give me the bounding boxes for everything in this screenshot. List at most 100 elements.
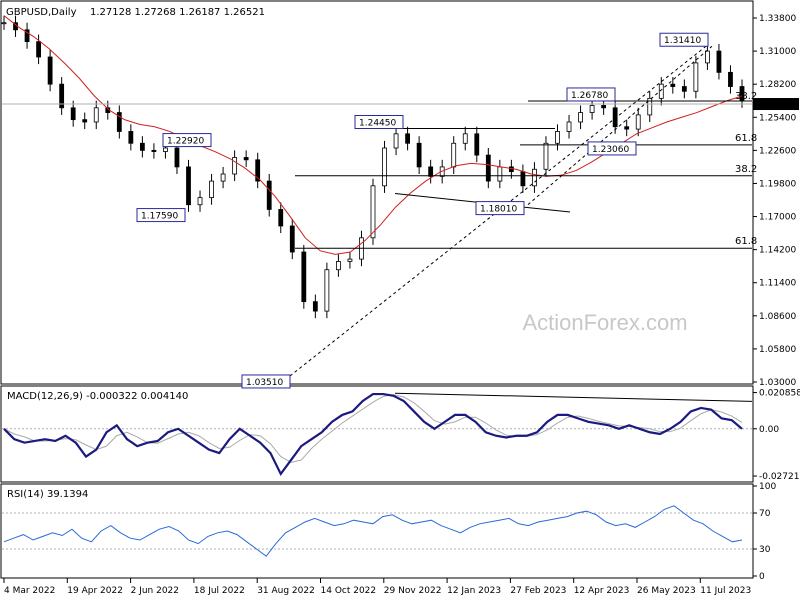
candle-body xyxy=(93,107,99,123)
level-label-box xyxy=(136,208,186,223)
candle-body xyxy=(301,251,307,303)
candle-body xyxy=(232,157,238,175)
price-axis-label: 1.17000 xyxy=(759,213,796,223)
candle-body xyxy=(47,56,53,85)
candle-body xyxy=(266,180,272,210)
candle-body xyxy=(1,22,7,25)
price-axis-label: 1.22600 xyxy=(759,146,796,156)
candle-body xyxy=(243,157,249,161)
watermark: ActionForex.com xyxy=(522,310,687,335)
last-price-tag xyxy=(753,98,799,111)
candle-body xyxy=(578,112,583,123)
rsi-axis-label: 70 xyxy=(759,509,771,519)
macd-layer xyxy=(2,392,753,477)
candle-body xyxy=(255,159,261,182)
rsi-line xyxy=(3,505,743,557)
candle-body xyxy=(589,105,595,113)
time-axis-label: 4 Mar 2022 xyxy=(4,586,55,596)
candle-body xyxy=(139,142,145,151)
level-label-text: 1.18010 xyxy=(480,205,517,215)
price-axis-label: 1.14200 xyxy=(759,246,796,256)
candle-body xyxy=(658,83,664,99)
price-axis-label: 1.19800 xyxy=(759,179,796,189)
rsi-panel xyxy=(0,483,754,579)
time-axis-label: 14 Oct 2022 xyxy=(321,586,377,596)
candle-body xyxy=(693,62,699,92)
candle-body xyxy=(324,269,330,312)
level-label-box xyxy=(587,141,637,156)
level-label-box xyxy=(566,87,616,102)
candle-body xyxy=(520,171,526,187)
rsi-title: RSI(14) 39.1394 xyxy=(7,489,88,500)
time-axis-label: 12 Apr 2023 xyxy=(574,586,630,596)
macd-axis-label: -0.027213 xyxy=(759,472,800,482)
ohlc-readout: 1.27128 1.27268 1.26187 1.26521 xyxy=(90,7,265,18)
fib-label: 38.2 xyxy=(735,91,757,102)
axis-layer: 1.33800 1.31000 1.28200 1.25400 1.22600 1.198… xyxy=(3,14,800,596)
candle-body xyxy=(151,149,157,152)
time-axis-label: 12 Jan 2023 xyxy=(447,586,501,596)
fib-label: 61.8 xyxy=(735,236,757,247)
price-panel xyxy=(0,0,754,385)
time-axis-label: 31 Aug 2022 xyxy=(257,586,315,596)
level-label-text: 1.22920 xyxy=(167,137,204,147)
candle-body xyxy=(128,131,134,144)
price-axis-label: 1.03000 xyxy=(759,378,796,388)
candle-body xyxy=(116,112,122,132)
candle-body xyxy=(532,168,537,187)
macd-axis-label: 0.00 xyxy=(759,425,779,435)
candle-body xyxy=(485,154,491,182)
level-label-text: 1.24450 xyxy=(359,119,396,129)
macd-title: MACD(12,26,9) -0.000322 0.004140 xyxy=(7,391,188,402)
level-label-text: 1.31410 xyxy=(664,36,701,46)
candle-body xyxy=(566,121,572,132)
candle-body xyxy=(635,114,641,130)
price-axis-label: 1.11400 xyxy=(759,279,796,289)
candle-body xyxy=(209,180,214,199)
fib-label: 38.2 xyxy=(735,164,757,175)
level-label-box xyxy=(241,374,291,389)
time-axis-label: 19 Apr 2022 xyxy=(67,586,123,596)
candle-body xyxy=(70,107,76,121)
macd-signal-line xyxy=(3,394,743,463)
candle-body xyxy=(647,97,653,116)
candle-body xyxy=(197,197,203,206)
candle-body xyxy=(416,142,422,168)
level-label-box xyxy=(162,133,212,148)
level-label-text: 1.23060 xyxy=(592,145,629,155)
level-label-text: 1.26780 xyxy=(571,91,608,101)
macd-axis-label: 0.020858 xyxy=(759,389,800,399)
candle-body xyxy=(220,173,226,182)
level-label-box xyxy=(659,32,709,47)
candle-body xyxy=(462,133,468,144)
candle-body xyxy=(543,142,549,170)
level-label-text: 1.17590 xyxy=(141,212,178,222)
rsi-axis-label: 30 xyxy=(759,545,771,555)
candle-body xyxy=(186,166,191,206)
price-axis-label: 1.25400 xyxy=(759,113,796,123)
rsi-layer xyxy=(2,505,752,557)
price-axis-label: 1.08600 xyxy=(759,312,796,322)
candle-body xyxy=(716,50,722,73)
candle-body xyxy=(312,301,318,312)
time-axis-label: 26 May 2023 xyxy=(637,586,696,596)
candle-body xyxy=(601,105,607,109)
candle-body xyxy=(681,86,687,92)
level-label-box xyxy=(475,201,525,216)
candle-body xyxy=(393,133,399,149)
level-label-box xyxy=(354,115,404,129)
chart-title: GBPUSD,Daily xyxy=(6,7,77,18)
candle-body xyxy=(405,133,410,144)
candle-body xyxy=(497,166,503,182)
candle-body xyxy=(336,261,341,271)
candle-body xyxy=(278,209,284,227)
candle-body xyxy=(624,126,630,130)
candle-body xyxy=(163,147,168,152)
rsi-axis-label: 0 xyxy=(759,572,765,582)
time-axis-label: 11 Jul 2023 xyxy=(700,586,751,596)
candle-body xyxy=(59,83,65,109)
macd-divergence-line xyxy=(394,392,753,402)
price-axis-label: 1.31000 xyxy=(759,47,796,57)
time-axis-label: 27 Feb 2023 xyxy=(510,586,566,596)
